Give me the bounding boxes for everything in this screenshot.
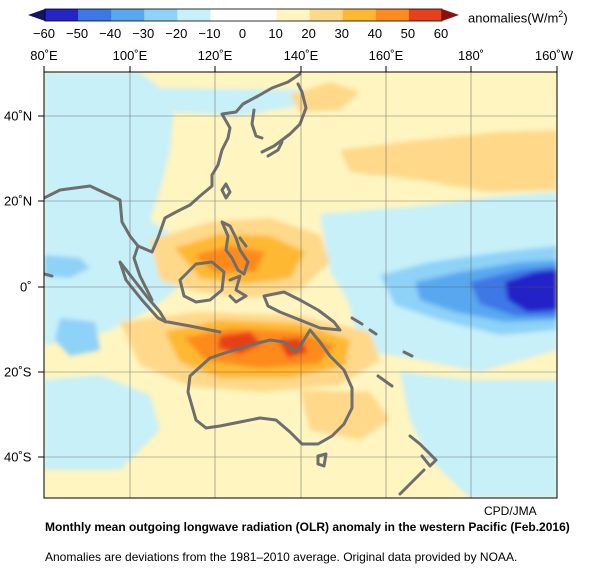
color-legend-bar [28,8,459,22]
legend-tick-label: −10 [198,26,221,41]
lon-label-140e: 140˚E [283,48,319,63]
legend-tick-label: 60 [433,26,449,41]
lat-label-equator: 0˚ [20,279,32,295]
coastline-australia [186,328,354,446]
legend-swatch [375,9,410,21]
coastline-new-zealand-south [398,468,426,496]
legend-units-power: 2 [558,9,564,19]
legend-tick-label: −40 [99,26,122,41]
legend-swatches [44,8,443,22]
lon-label-120e: 120˚E [197,48,233,63]
anomaly-extreme-hot-region [218,332,262,354]
coastlines [44,72,438,496]
coastline-fiji [402,350,414,358]
figure-title: Monthly mean outgoing longwave radiation… [45,520,570,534]
lat-label-40s: 40˚S [4,449,32,465]
legend-swatch [210,9,244,21]
coastline-philippines [220,220,250,276]
coastline-borneo [178,260,226,304]
legend-tick-label: −50 [66,26,89,41]
legend-tick-label: 0 [238,26,247,41]
coastline-new-caledonia [376,374,394,388]
lat-label-40n: 40˚N [4,108,33,124]
legend-swatch [276,9,311,21]
lon-label-160w: 160˚W [534,48,574,63]
anomaly-cool-region [400,372,557,498]
coastline-new-guinea [262,290,342,332]
legend-tick-label: 10 [268,26,283,41]
legend-units: anomalies(W/m2) [468,9,568,25]
legend-swatch [309,9,344,21]
legend-low-arrow [28,9,45,21]
legend-swatch [78,9,112,21]
legend-high-arrow [442,9,459,21]
coastline-tasmania [316,452,328,468]
legend-swatch [144,9,178,21]
coastline-solomon-islands [350,316,378,336]
figure-caption: Anomalies are deviations from the 1981–2… [45,550,518,564]
legend-tick-label: 50 [400,26,416,41]
anomaly-warm-region [300,390,390,440]
anomaly-cold-region [55,318,100,356]
lat-label-20s: 20˚S [4,364,32,380]
coastline-malay-peninsula [132,244,154,302]
coastline-korea [250,108,264,140]
legend-tick-label: 20 [301,26,316,41]
legend-swatch [177,9,211,21]
coastline-asia-mainland [44,72,302,254]
anomaly-warm-region [290,82,360,112]
source-credit: CPD/JMA [484,504,537,518]
frame-ticks [38,66,558,458]
legend-swatch [45,9,79,21]
legend-swatch [111,9,145,21]
lat-label-20n: 20˚N [4,193,33,209]
legend-tick-label: 40 [367,26,383,41]
legend-swatch [408,9,443,21]
anomaly-cool-region [44,72,180,345]
legend-swatch [243,9,278,21]
anomaly-warm-region [340,130,557,192]
lon-label-100e: 100˚E [112,48,148,63]
legend-units-suffix: ) [563,10,568,26]
legend-tick-label: 30 [334,26,349,41]
graticule [44,72,557,498]
anomaly-cool-region [44,375,160,470]
anomaly-cool-region [150,88,310,116]
legend-swatch [342,9,377,21]
legend-tick-label: −30 [132,26,155,41]
coastline-sulawesi [228,274,248,304]
legend-units-prefix: anomalies(W/m [468,10,559,26]
coastline-japan [260,82,308,158]
anomaly-cold-region [44,255,90,278]
anomaly-extreme-cold-region [505,270,557,312]
lon-label-80e: 80˚E [30,48,58,63]
coastline-taiwan [220,182,232,200]
legend-tick-label: −60 [32,26,56,41]
coastline-sri-lanka [44,272,54,278]
lon-label-160e: 160˚E [368,48,404,63]
lon-label-180: 180˚ [457,48,485,63]
coastline-sumatra [118,260,168,324]
coastline-new-zealand-north [408,434,438,468]
legend-tick-label: −20 [165,26,188,41]
